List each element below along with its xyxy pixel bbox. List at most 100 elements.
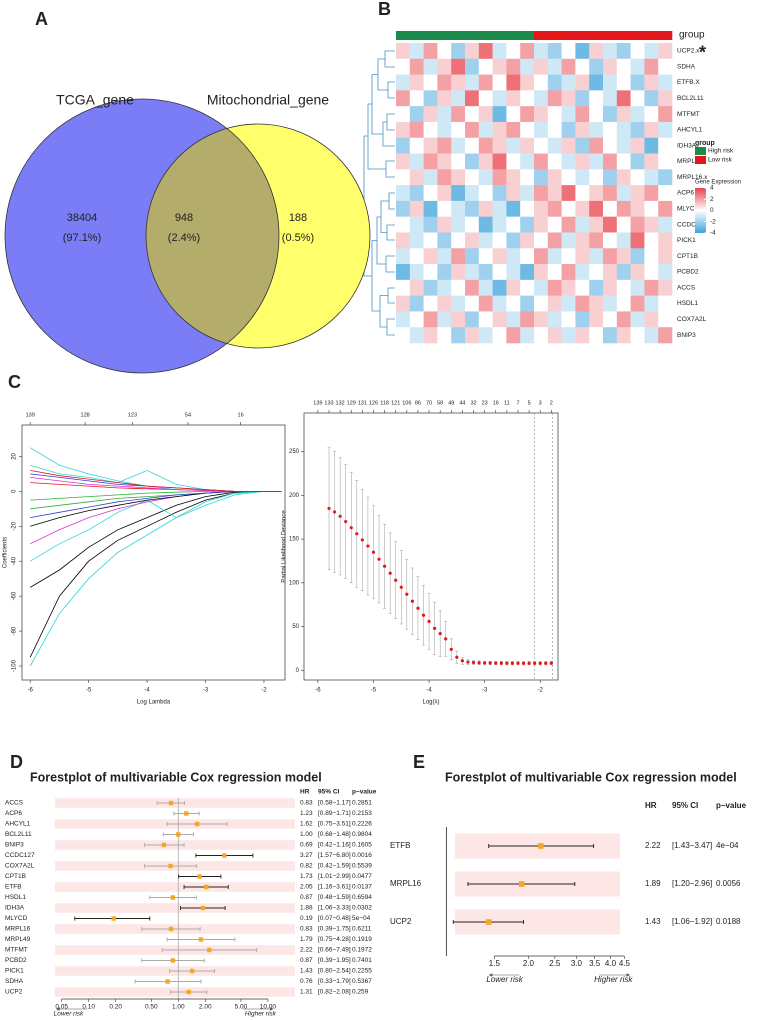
- x-tick-label: -5: [371, 688, 377, 694]
- heat-cell: [547, 169, 562, 186]
- hr-label: 0.87: [300, 894, 313, 901]
- heat-cell: [603, 90, 618, 107]
- group-annotation: [644, 31, 659, 40]
- heat-cell: [409, 153, 424, 170]
- coef-path: [29, 491, 282, 658]
- heat-cell: [658, 43, 673, 60]
- row-label: MLYCD: [677, 206, 700, 213]
- legend-label: High risk: [708, 148, 734, 155]
- ci-label: [1.06−1.92]: [672, 917, 712, 926]
- heat-cell: [506, 185, 521, 202]
- heat-cell: [547, 232, 562, 249]
- top-tick-label: 139: [313, 400, 322, 406]
- heat-cell: [603, 279, 618, 296]
- heat-cell: [616, 200, 631, 217]
- top-tick-label: 121: [391, 400, 400, 406]
- heat-cell: [616, 74, 631, 91]
- heat-cell: [561, 90, 576, 107]
- heat-cell: [534, 327, 549, 344]
- heat-cell: [658, 216, 673, 233]
- heat-cell: [506, 137, 521, 154]
- heat-cell: [589, 185, 604, 202]
- heat-cell: [589, 137, 604, 154]
- ci-label: [0.39−1.75]: [318, 926, 351, 933]
- heat-cell: [630, 311, 645, 328]
- hr-point: [170, 958, 176, 963]
- heat-cell: [616, 264, 631, 281]
- heat-cell: [409, 264, 424, 281]
- heat-cell: [534, 74, 549, 91]
- ci-label: [1.57−6.80]: [318, 852, 351, 859]
- heat-cell: [506, 311, 521, 328]
- heat-cell: [603, 311, 618, 328]
- heat-cell: [534, 185, 549, 202]
- point: [521, 661, 526, 665]
- heat-cell: [520, 232, 535, 249]
- heat-cell: [437, 106, 452, 123]
- top-tick-label: 44: [459, 400, 465, 406]
- heat-cell: [437, 90, 452, 107]
- hr-label: 0.87: [300, 957, 313, 964]
- heat-cell: [547, 295, 562, 312]
- heat-cell: [575, 216, 590, 233]
- heat-cell: [534, 264, 549, 281]
- ci-label: [1.16−3.61]: [318, 884, 351, 891]
- y-tick-label: 0: [296, 668, 300, 674]
- heat-cell: [396, 43, 411, 60]
- row-label: SDHA: [5, 978, 24, 985]
- point: [416, 606, 420, 610]
- heat-cell: [589, 74, 604, 91]
- heat-cell: [423, 248, 438, 265]
- top-tick-label: 128: [81, 412, 90, 418]
- top-tick-label: 58: [437, 400, 443, 406]
- heat-cell: [423, 200, 438, 217]
- heat-cell: [561, 58, 576, 75]
- heat-cell: [658, 153, 673, 170]
- heat-cell: [492, 169, 507, 186]
- row-label: MRPL49: [5, 936, 31, 943]
- heat-cell: [534, 106, 549, 123]
- heat-cell: [478, 200, 493, 217]
- panel-label: A: [35, 9, 48, 29]
- point: [410, 599, 414, 603]
- point: [421, 613, 426, 617]
- x-tick-label: 1.5: [489, 959, 501, 968]
- heat-cell: [478, 295, 493, 312]
- colorbar: [695, 188, 706, 233]
- hr-label: 3.27: [300, 852, 313, 859]
- coef-path: [30, 491, 282, 527]
- heat-cell: [575, 185, 590, 202]
- heat-cell: [423, 43, 438, 60]
- coef-path: [30, 470, 282, 492]
- heat-cell: [589, 279, 604, 296]
- heat-cell: [478, 153, 493, 170]
- heat-cell: [561, 311, 576, 328]
- top-tick-label: 32: [470, 400, 476, 406]
- heat-cell: [506, 43, 521, 60]
- heat-cell: [396, 327, 411, 344]
- p-label: 0.0016: [352, 852, 372, 859]
- heat-cell: [658, 185, 673, 202]
- heat-cell: [616, 58, 631, 75]
- row-label: PCBD2: [677, 269, 699, 276]
- y-tick-label: -20: [12, 521, 18, 530]
- heat-cell: [451, 264, 466, 281]
- heat-cell: [423, 106, 438, 123]
- hr-point: [161, 842, 167, 848]
- ci-label: [0.82−2.08]: [318, 989, 351, 996]
- forest-title: Forestplot of multivariable Cox regressi…: [30, 770, 322, 784]
- heat-cell: [575, 279, 590, 296]
- heat-cell: [547, 185, 562, 202]
- heat-cell: [409, 248, 424, 265]
- heat-cell: [534, 200, 549, 217]
- heat-cell: [492, 216, 507, 233]
- annotation-title: group: [679, 30, 705, 41]
- ci-label: [0.75−4.28]: [318, 936, 351, 943]
- risk-label: Higher risk: [594, 975, 633, 984]
- heat-cell: [644, 106, 659, 123]
- heat-cell: [492, 232, 507, 249]
- heat-cell: [478, 137, 493, 154]
- heat-cell: [616, 43, 631, 60]
- heat-cell: [478, 327, 493, 344]
- row-label: MTFMT: [677, 111, 700, 118]
